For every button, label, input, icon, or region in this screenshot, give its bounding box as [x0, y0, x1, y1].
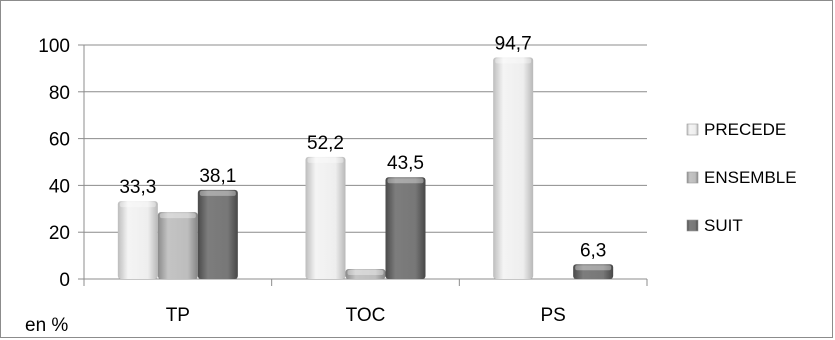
bar-ensemble-toc: [345, 268, 386, 279]
bar-bevel: [199, 190, 236, 196]
data-label: 52,2: [307, 133, 344, 154]
bar-suit-tp: [197, 189, 238, 279]
bar-precede-tp: [117, 201, 158, 279]
bar-bevel: [347, 269, 384, 275]
data-label: 94,7: [495, 33, 532, 54]
y-tick-label: 60: [49, 130, 70, 151]
bar-bevel: [495, 58, 532, 64]
x-category-label: TOC: [346, 305, 386, 326]
bars: [117, 57, 614, 279]
y-tick-label: 40: [49, 176, 70, 197]
legend-label-ensemble: ENSEMBLE: [704, 168, 797, 187]
bar-bevel: [119, 202, 156, 208]
legend-swatch-suit: [686, 219, 699, 232]
bar-bevel: [387, 178, 424, 184]
bar-bevel: [159, 213, 196, 219]
legend-label-precede: PRECEDE: [704, 120, 786, 139]
data-labels: 33,3 38,1 52,2 43,5 94,7 6,3: [119, 33, 606, 261]
x-category-label: PS: [540, 305, 565, 326]
legend-swatch-ensemble: [686, 171, 699, 184]
bar-suit-toc: [385, 177, 426, 279]
y-tick-label: 100: [38, 36, 70, 57]
legend-label-suit: SUIT: [704, 216, 743, 235]
legend: PRECEDE ENSEMBLE SUIT: [686, 120, 797, 235]
y-tick-label: 80: [49, 83, 70, 104]
bar-bevel: [575, 265, 612, 271]
y-tick-label: 20: [49, 223, 70, 244]
bar-bevel: [307, 157, 344, 163]
unit-label: en %: [25, 315, 68, 336]
x-category-label: TP: [166, 305, 190, 326]
bar-precede-ps: [493, 57, 534, 279]
data-label: 43,5: [387, 153, 424, 174]
data-label: 38,1: [199, 166, 236, 187]
data-label: 33,3: [119, 177, 156, 198]
bar-ensemble-tp: [157, 212, 198, 279]
data-label: 6,3: [580, 240, 606, 261]
legend-swatch-precede: [686, 123, 699, 136]
bar-suit-ps: [573, 264, 614, 279]
bar-precede-toc: [305, 156, 346, 279]
y-tick-label: 0: [59, 270, 70, 291]
